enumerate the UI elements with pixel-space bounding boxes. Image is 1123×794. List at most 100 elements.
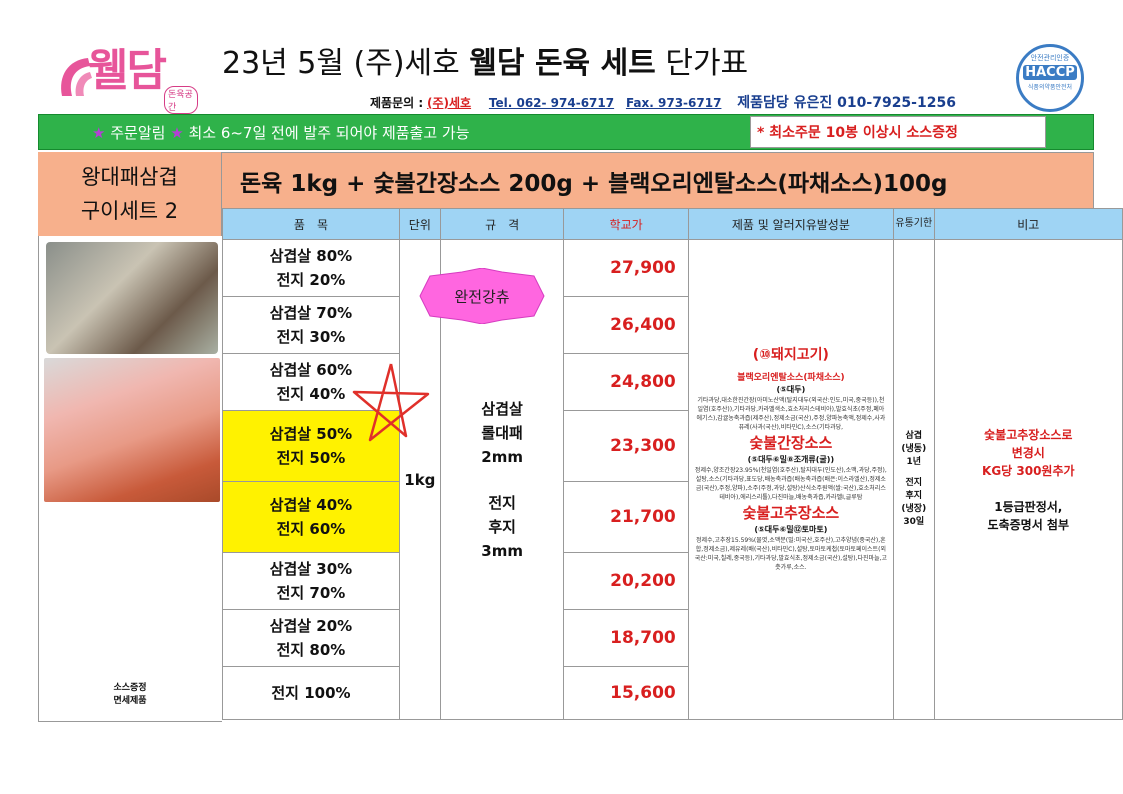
price-cell: 26,400 (563, 296, 689, 354)
col-spec: 규 격 (439, 208, 565, 240)
meal-tray-photo (46, 242, 218, 354)
item-cell: 삼겹살 80% 전지 20% (222, 239, 400, 297)
allergy-cell: (⑩돼지고기) 블랙오리엔탈소스(파채소스) (⑤대두) 기타과당,대소한진간장… (687, 239, 895, 720)
star-icon: ★ (170, 124, 184, 142)
col-item: 품 목 (222, 208, 400, 240)
note-line2: 변경시 (1011, 445, 1045, 460)
logo-text: 웰담 (88, 45, 167, 96)
spec-gap (441, 469, 564, 491)
set-name-line2: 구이세트 2 (80, 199, 179, 223)
item-cell: 삼겹살 20% 전지 80% (222, 609, 400, 667)
shelf-life-cell: 삼겹 (냉동) 1년 전지 후지 (냉장) 30일 (893, 239, 935, 720)
set-description: 돈육 1kg + 숯불간장소스 200g + 블랙오리엔탈소스(파채소스)100… (240, 171, 948, 197)
fax-number: Fax. 973-6717 (625, 96, 722, 110)
shelf-line6: (냉장) (901, 504, 927, 514)
table-row: 삼겹살 40% 전지 60% 21,700 (222, 481, 1123, 553)
price-cell: 23,300 (563, 410, 689, 482)
pork-belly-photo (44, 358, 220, 502)
item-line1: 삼겹살 20% (269, 617, 353, 635)
logo: 웰담 돈육공간 (48, 38, 198, 114)
allergy-pork: (⑩돼지고기) (752, 347, 829, 363)
table-row: 삼겹살 30% 전지 70% 20,200 (222, 552, 1123, 610)
note-cell: 숯불고추장소스로 변경시 KG당 300원추가 1등급판정서, 도축증명서 첨부 (933, 239, 1123, 720)
spec-line6: 3mm (481, 541, 523, 560)
item-line1: 전지 100% (271, 684, 351, 702)
notice-text: 최소 6~7일 전에 발주 되어야 제품출고 가능 (188, 124, 470, 142)
item-cell: 전지 100% (222, 666, 400, 720)
item-cell: 삼겹살 40% 전지 60% (222, 481, 400, 553)
photo-column (38, 236, 222, 722)
badge-burst-icon (419, 268, 545, 324)
note-line5: 도축증명서 첨부 (987, 517, 1070, 532)
table-row: 전지 100% 15,600 (222, 666, 1123, 720)
spec-line2: 롤대패 (481, 423, 523, 442)
min-order-box: * 최소주문 10봉 이상시 소스증정 (750, 116, 1046, 148)
tel-number: Tel. 062- 974-6717 (488, 96, 615, 110)
title-prefix: 23년 5월 (주)세호 (222, 46, 460, 81)
title-suffix: 단가표 (665, 46, 749, 81)
item-line2: 전지 40% (276, 385, 346, 403)
unit-cell: 1kg (398, 239, 441, 720)
item-cell: 삼겹살 70% 전지 30% (222, 296, 400, 354)
item-cell: 삼겹살 30% 전지 70% (222, 552, 400, 610)
logo-swoosh-icon (61, 58, 92, 96)
order-notice: ★ 주문알림 ★ 최소 6~7일 전에 발주 되어야 제품출고 가능 (92, 122, 470, 143)
table-header-row: 품 목 단위 규 격 학교가 제품 및 알러지유발성분 유통기한 비고 (222, 208, 1123, 240)
col-unit: 단위 (398, 208, 441, 240)
shelf-line5: 후지 (905, 491, 923, 501)
free-note: 소스증정 면세제품 (38, 682, 222, 708)
spec-line5: 후지 (488, 517, 516, 536)
col-allergy: 제품 및 알러지유발성분 (687, 208, 895, 240)
item-cell: 삼겹살 50% 전지 50% (222, 410, 400, 482)
haccp-badge: 안전관리인증 HACCP 식품의약품안전처 (1016, 44, 1084, 112)
haccp-main: HACCP (1023, 65, 1077, 80)
table-row: 삼겹살 20% 전지 80% 18,700 (222, 609, 1123, 667)
table-row: 삼겹살 80% 전지 20% 1kg 삼겹살 롤대패 2mm 전지 후지 3mm … (222, 239, 1123, 720)
shelf-line3: 1년 (906, 457, 922, 467)
title-bold: 웰담 돈육 세트 (469, 46, 656, 81)
company-name: (주)세호 (426, 96, 472, 110)
price-cell: 15,600 (563, 666, 689, 720)
item-line1: 삼겹살 50% (269, 425, 353, 443)
spec-line3: 2mm (481, 447, 523, 466)
note-gap (935, 480, 1122, 498)
free-note-line1: 소스증정 (113, 683, 147, 693)
shelf-line4: 전지 (905, 478, 923, 488)
price-table: 품 목 단위 규 격 학교가 제품 및 알러지유발성분 유통기한 비고 삼겹살 … (222, 208, 1123, 720)
note-line3: KG당 300원추가 (982, 463, 1075, 478)
table-row: 삼겹살 70% 전지 30% 26,400 (222, 296, 1123, 354)
min-order-text: * 최소주문 10봉 이상시 소스증정 (757, 125, 958, 141)
item-line2: 전지 20% (276, 271, 346, 289)
logo-subtext: 돈육공간 (164, 86, 198, 114)
spec-line1: 삼겹살 (481, 399, 523, 418)
price-cell: 21,700 (563, 481, 689, 553)
shelf-line1: 삼겹 (905, 431, 923, 441)
item-line1: 삼겹살 80% (269, 247, 353, 265)
allergy-soy-sub: (⑤대두⑥밀⑧조개류(굴)) (747, 455, 835, 464)
red-star-icon (352, 363, 430, 442)
contact-label: 제품문의 : (370, 96, 424, 110)
allergy-black-sauce: 블랙오리엔탈소스(파채소스) (737, 373, 845, 383)
item-line1: 삼겹살 30% (269, 560, 353, 578)
contact-line: 제품문의 : (주)세호 Tel. 062- 974-6717 Fax. 973… (370, 92, 956, 112)
shelf-line2: (냉동) (901, 444, 927, 454)
allergy-black-text: 기타과당,대소한진간장(아미노산액(탈지대두(외국산:인도,미국,중국등)),천… (696, 397, 886, 431)
item-line2: 전지 30% (276, 328, 346, 346)
item-line1: 삼겹살 60% (269, 361, 353, 379)
allergy-soy-sauce: 숯불간장소스 (749, 434, 833, 452)
set-name: 왕대패삼겹 구이세트 2 (38, 152, 222, 236)
note-line1: 숯불고추장소스로 (984, 427, 1073, 442)
col-shelf-label: 유통기한 (895, 218, 933, 229)
table-row: 삼겹살 50% 전지 50% 23,300 (222, 410, 1123, 482)
item-line1: 삼겹살 70% (269, 304, 353, 322)
allergy-gochu-sub: (⑤대두⑥밀⑫토마토) (754, 525, 828, 534)
col-shelf: 유통기한 (893, 208, 935, 240)
note-line4: 1등급판정서, (994, 499, 1063, 514)
allergy-black-sub: (⑤대두) (776, 385, 806, 394)
shelf-line7: 30일 (903, 517, 925, 527)
notice-label: 주문알림 (110, 124, 166, 142)
price-cell: 27,900 (563, 239, 689, 297)
spec-line4: 전지 (488, 493, 516, 512)
allergy-soy-text: 정제수,양조간장23.95%(천일염(호주산),탈지대두(인도산),소맥,과당,… (694, 467, 887, 501)
table-row: 삼겹살 60% 전지 40% 24,800 (222, 353, 1123, 411)
